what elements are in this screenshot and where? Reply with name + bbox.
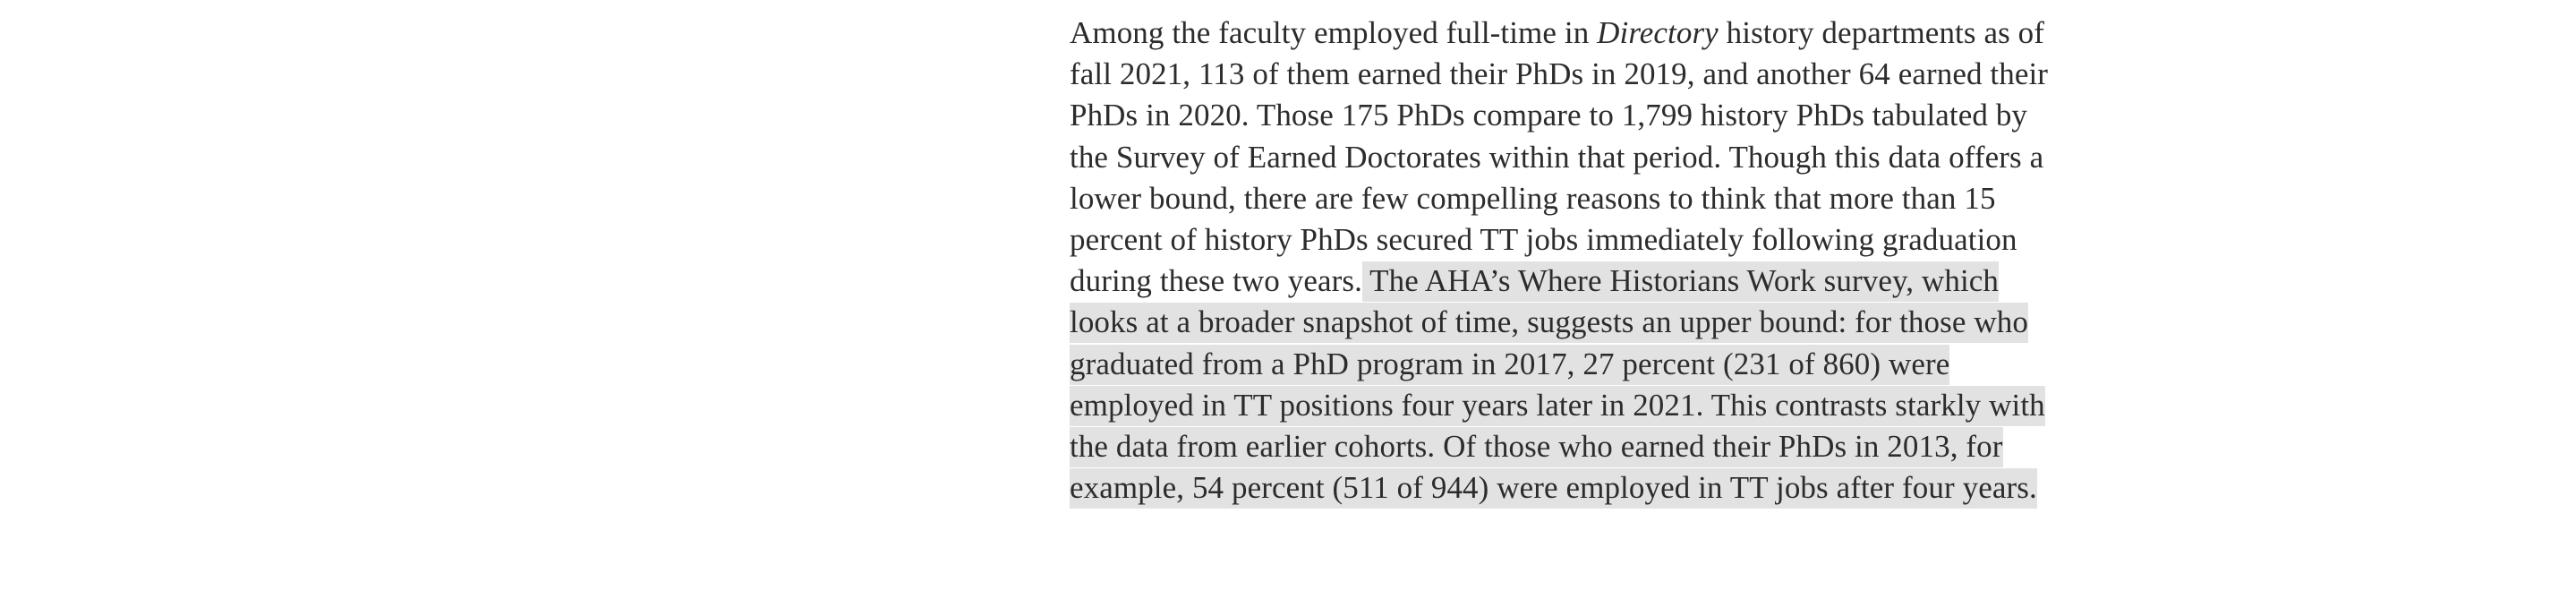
paragraph-text-part1: Among the faculty employed full-time in <box>1070 15 1598 50</box>
paragraph-text-part2: history departments as of fall 2021, 113… <box>1070 15 2049 299</box>
selected-text-highlight[interactable]: The AHA’s Where Historians Work survey, … <box>1070 261 2045 509</box>
article-paragraph: Among the faculty employed full-time in … <box>1070 13 2072 509</box>
article-body: Among the faculty employed full-time in … <box>1070 13 2072 509</box>
directory-title: Directory <box>1597 15 1719 50</box>
